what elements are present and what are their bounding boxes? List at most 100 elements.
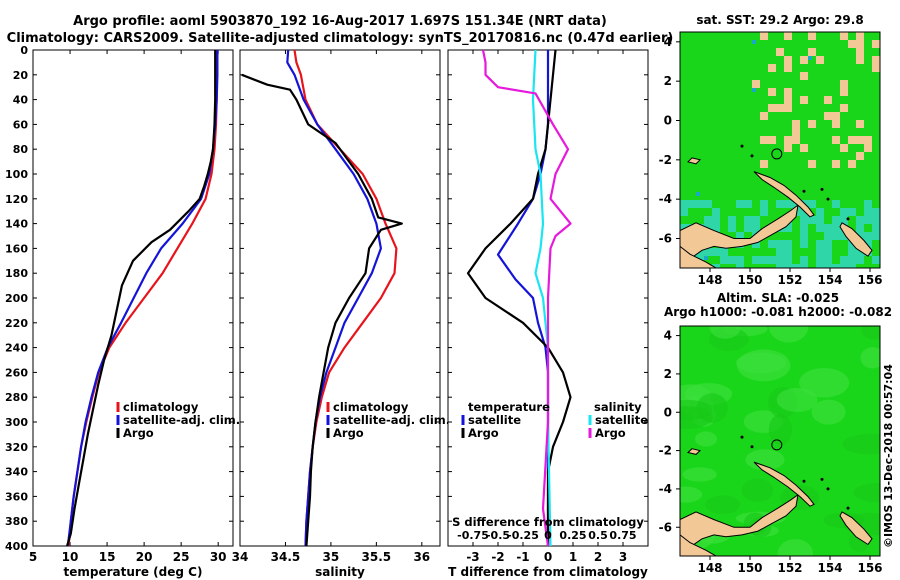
sst-cool-cell [736, 232, 744, 240]
sst-gap-cell [760, 136, 768, 144]
sst-cool-cell [800, 256, 808, 264]
sst-gap-cell [856, 56, 864, 64]
sst_map-ytick-label: -6 [659, 232, 672, 246]
temperature-xtick-label: 15 [99, 550, 116, 564]
sst-gap-cell [776, 48, 784, 56]
sst-cool-cell [816, 256, 824, 264]
sla_map-xtick-label: 152 [777, 561, 802, 575]
sst-cool-cell [864, 216, 872, 224]
difference-s-tick-label: -0.5 [486, 529, 510, 542]
sst-gap-cell [864, 144, 872, 152]
temperature-xtick-label: 25 [173, 550, 190, 564]
sst_map-xtick-label: 152 [777, 273, 802, 287]
sla_map-landmass [680, 534, 718, 556]
sla-anomaly-patch [811, 399, 846, 425]
sla-anomaly-patch [853, 482, 880, 503]
sst-gap-cell [848, 136, 856, 144]
temperature-xtick-label: 10 [62, 550, 79, 564]
depth-tick-label: 20 [13, 69, 29, 82]
temperature-xlabel: temperature (deg C) [64, 565, 203, 579]
sst-cool-cell [752, 256, 760, 264]
difference-s-tick-label: 0.5 [588, 529, 608, 542]
sst-cool-cell [720, 248, 728, 256]
sst-gap-cell [800, 72, 808, 80]
sst-gap-cell [784, 96, 792, 104]
sst-cool-cell [856, 216, 864, 224]
sst-gap-cell [856, 40, 864, 48]
difference-panel: -3 -2 -1 0 1 2 3T difference from climatology -… [447, 49, 649, 579]
sst-cool-cell [784, 248, 792, 256]
sst-gap-cell [840, 104, 848, 112]
sst-cool-cell [840, 232, 848, 240]
depth-tick-label: 180 [5, 267, 28, 280]
sst-cool-cell [768, 240, 776, 248]
sst-gap-cell [760, 112, 768, 120]
sst-gap-cell [776, 104, 784, 112]
sst-cool-cell [760, 256, 768, 264]
depth-tick-label: 360 [5, 490, 28, 503]
sst-gap-cell [832, 112, 840, 120]
sst-cool-cell [872, 208, 880, 216]
sst-map-title: sat. SST: 29.2 Argo: 29.8 [696, 13, 863, 27]
sst_map-islet [820, 187, 824, 191]
temperature-xtick-label: 5 [29, 550, 37, 564]
sst-gap-cell [808, 120, 816, 128]
difference-legend-salinity-title: salinity [594, 400, 642, 414]
sla_map-xtick-label: 150 [737, 561, 762, 575]
salinity-legend-label: satellite-adj. clim. [333, 413, 450, 427]
sla-anomaly-patch [768, 326, 809, 343]
sst-cool-cell [776, 240, 784, 248]
sst-cool-cell [712, 224, 720, 232]
sst-gap-cell [848, 40, 856, 48]
sst-gap-cell [792, 120, 800, 128]
sla_map-xtick-label: 156 [857, 561, 882, 575]
depth-tick-label: 100 [5, 168, 28, 181]
difference-salinity-legend-label: Argo [595, 426, 626, 440]
sst-cool-cell [848, 248, 856, 256]
sst_map-ytick-label: -4 [659, 192, 672, 206]
sst-cool-cell [832, 264, 840, 268]
sst-cool-cell [832, 200, 840, 208]
sst-cool-cell [800, 224, 808, 232]
sst-gap-cell [872, 64, 880, 72]
depth-tick-label: 160 [5, 242, 28, 255]
sla-anomaly-patch [705, 495, 741, 515]
sst-gap-cell [760, 160, 768, 168]
sst-cool-cell [800, 216, 808, 224]
sst_map-islet [826, 197, 830, 201]
salinity-xtick-label: 35 [323, 550, 340, 564]
difference-series-line [466, 49, 572, 546]
sla-anomaly-patch [680, 406, 713, 429]
sst-map-panel: 148 150 152 154 156 4 2 0 -2 -4 -6 sat. SST: 29.2 A… [659, 13, 883, 287]
sst-gap-cell [872, 40, 880, 48]
sst-gap-cell [856, 120, 864, 128]
sst-cool-cell [832, 232, 840, 240]
sst-gap-cell [784, 104, 792, 112]
depth-tick-label: 380 [5, 515, 28, 528]
sla_map-landmass [680, 493, 799, 555]
sst-cell [704, 256, 708, 260]
depth-tick-label: 400 [5, 540, 28, 553]
sla-anomaly-patch [682, 467, 717, 482]
sla_map-landmass [839, 511, 873, 546]
sst-cool-cell [872, 256, 880, 264]
sla-anomaly-patch [680, 486, 703, 503]
difference-s-tick-label: 0.75 [609, 529, 636, 542]
sst-cool-cell [816, 208, 824, 216]
sst-cool-cell [840, 216, 848, 224]
salinity-panel: 34 34.5 35 35.5 36 salinity climatologysatelli… [232, 49, 450, 579]
temperature-xtick-label: 20 [136, 550, 153, 564]
sst-cool-cell [712, 264, 720, 268]
difference-xtick-label: 2 [594, 550, 602, 564]
sst-cool-cell [688, 200, 696, 208]
sst-cool-cell [712, 216, 720, 224]
sst-gap-cell [800, 56, 808, 64]
sst_map-ytick-label: 2 [664, 74, 672, 88]
salinity-xtick-label: 35.5 [362, 550, 392, 564]
sst-cool-cell [784, 240, 792, 248]
sst_map-xtick-label: 156 [857, 273, 882, 287]
depth-tick-label: 300 [5, 416, 28, 429]
sst-cool-cell [872, 224, 880, 232]
sst_map-xtick-label: 148 [697, 273, 722, 287]
sst-cool-cell [856, 248, 864, 256]
